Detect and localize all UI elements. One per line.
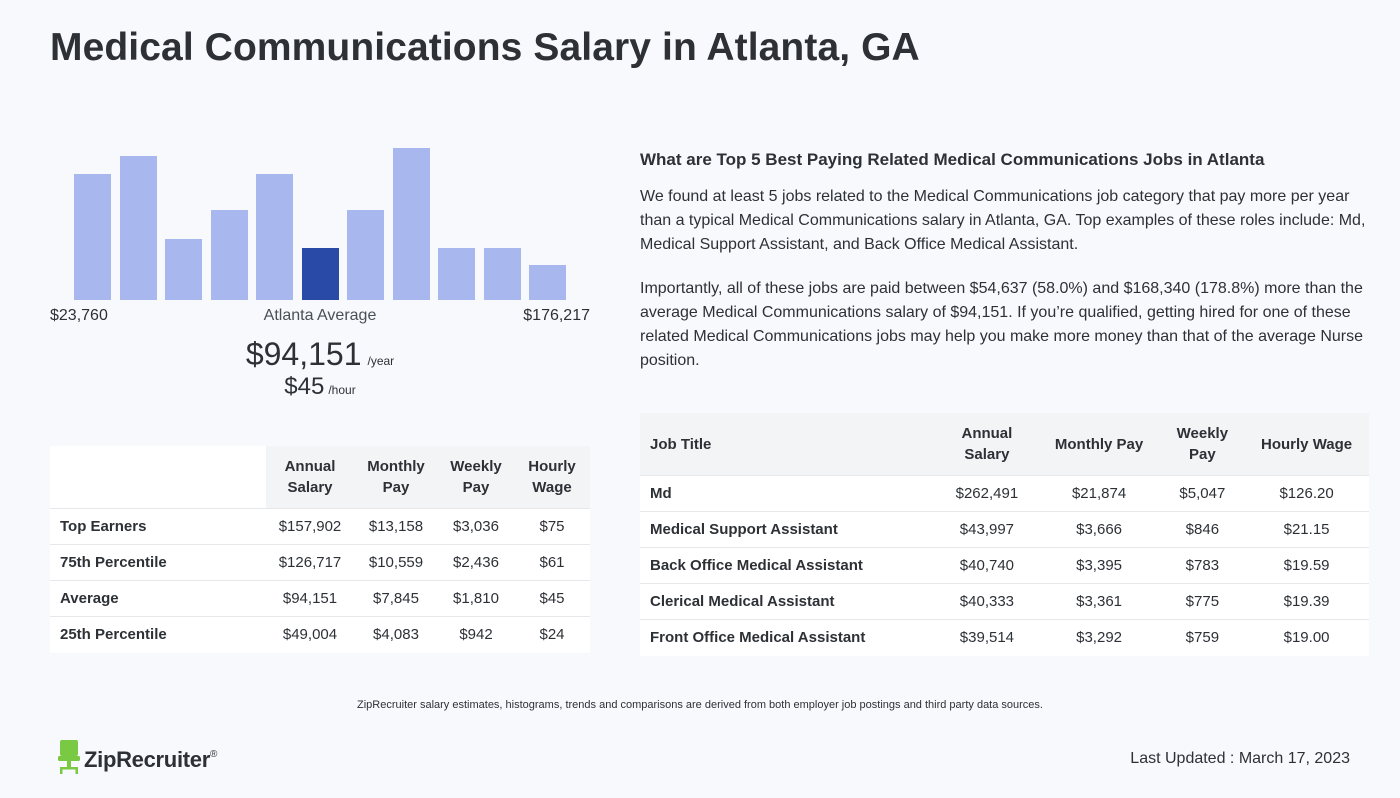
row-label: Top Earners <box>50 508 266 545</box>
table-row: Md $262,491 $21,874 $5,047 $126.20 <box>640 475 1369 512</box>
row-label: Average <box>50 580 266 617</box>
table-header-hourly: Hourly Wage <box>514 446 590 509</box>
table-header-blank <box>50 446 266 509</box>
histogram-bar <box>483 248 521 300</box>
monthly-cell: $3,361 <box>1037 583 1161 620</box>
table-row: Top Earners $157,902 $13,158 $3,036 $75 <box>50 508 590 545</box>
job-title-cell: Md <box>640 475 937 512</box>
table-header-weekly: Weekly Pay <box>438 446 514 509</box>
histogram-bar-average <box>301 248 339 300</box>
weekly-cell: $942 <box>438 616 514 653</box>
histogram-bar <box>119 156 157 300</box>
table-header-hourly: Hourly Wage <box>1244 413 1369 476</box>
annual-cell: $40,740 <box>936 547 1038 584</box>
job-title-cell: Back Office Medical Assistant <box>640 547 937 584</box>
histogram-bar <box>165 239 202 300</box>
average-yearly: $94,151/year <box>50 336 590 373</box>
histogram-bar <box>438 248 475 300</box>
annual-cell: $40,333 <box>936 583 1038 620</box>
monthly-cell: $3,395 <box>1037 547 1161 584</box>
histogram-max-label: $176,217 <box>523 307 590 324</box>
weekly-cell: $3,036 <box>438 508 514 545</box>
table-header-annual: Annual Salary <box>266 446 354 509</box>
table-header-job-title: Job Title <box>640 413 937 476</box>
annual-cell: $157,902 <box>266 508 354 545</box>
histogram-min-label: $23,760 <box>50 307 108 324</box>
average-yearly-value: $94,151 <box>245 336 362 372</box>
monthly-cell: $10,559 <box>354 544 438 581</box>
logo-text: ZipRecruiter <box>84 746 210 772</box>
annual-cell: $43,997 <box>936 511 1038 548</box>
table-header-monthly: Monthly Pay <box>1037 413 1161 476</box>
hourly-cell: $61 <box>514 544 590 581</box>
histogram-bar <box>347 210 384 300</box>
average-hourly: $45/hour <box>50 373 590 401</box>
histogram-bar <box>74 174 111 300</box>
histogram-bar <box>392 148 430 300</box>
monthly-cell: $4,083 <box>354 616 438 653</box>
ziprecruiter-logo[interactable]: ZipRecruiter ® <box>58 740 217 779</box>
table-row: 25th Percentile $49,004 $4,083 $942 $24 <box>50 616 590 653</box>
table-row: 75th Percentile $126,717 $10,559 $2,436 … <box>50 544 590 581</box>
annual-cell: $94,151 <box>266 580 354 617</box>
monthly-cell: $13,158 <box>354 508 438 545</box>
table-row: Average $94,151 $7,845 $1,810 $45 <box>50 580 590 617</box>
registered-mark: ® <box>209 749 218 760</box>
weekly-cell: $2,436 <box>438 544 514 581</box>
average-hourly-unit: /hour <box>328 383 356 397</box>
monthly-cell: $21,874 <box>1037 475 1161 512</box>
job-title-cell: Clerical Medical Assistant <box>640 583 937 620</box>
annual-cell: $49,004 <box>266 616 354 653</box>
weekly-cell: $1,810 <box>438 580 514 617</box>
table-row: Medical Support Assistant $43,997 $3,666… <box>640 511 1369 548</box>
histogram-average-label: Atlanta Average <box>263 307 377 324</box>
weekly-cell: $5,047 <box>1160 475 1245 512</box>
annual-cell: $39,514 <box>936 619 1038 656</box>
histogram-bar <box>529 265 566 300</box>
hourly-cell: $45 <box>514 580 590 617</box>
chair-icon <box>58 740 80 779</box>
table-row: Back Office Medical Assistant $40,740 $3… <box>640 547 1369 584</box>
table-row: Front Office Medical Assistant $39,514 $… <box>640 619 1369 656</box>
data-disclaimer: ZipRecruiter salary estimates, histogram… <box>357 699 1043 711</box>
table-header-row: Job Title Annual Salary Monthly Pay Week… <box>640 413 1369 476</box>
hourly-cell: $19.39 <box>1244 583 1369 620</box>
weekly-cell: $846 <box>1160 511 1245 548</box>
row-label: 75th Percentile <box>50 544 266 581</box>
row-label: 25th Percentile <box>50 616 266 653</box>
last-updated: Last Updated : March 17, 2023 <box>1130 750 1350 767</box>
histogram-bar <box>256 174 293 300</box>
table-header-weekly: Weekly Pay <box>1160 413 1245 476</box>
monthly-cell: $7,845 <box>354 580 438 617</box>
table-header-annual: Annual Salary <box>936 413 1038 476</box>
monthly-cell: $3,666 <box>1037 511 1161 548</box>
weekly-cell: $759 <box>1160 619 1245 656</box>
related-jobs-heading: What are Top 5 Best Paying Related Medic… <box>640 150 1265 169</box>
annual-cell: $126,717 <box>266 544 354 581</box>
related-jobs-table: Job Title Annual Salary Monthly Pay Week… <box>640 413 1369 656</box>
table-row: Clerical Medical Assistant $40,333 $3,36… <box>640 583 1369 620</box>
table-header-monthly: Monthly Pay <box>354 446 438 509</box>
percentile-table: Annual Salary Monthly Pay Weekly Pay Hou… <box>50 446 590 653</box>
related-jobs-paragraph-2: Importantly, all of these jobs are paid … <box>640 280 1364 369</box>
hourly-cell: $24 <box>514 616 590 653</box>
salary-histogram <box>50 140 590 300</box>
weekly-cell: $783 <box>1160 547 1245 584</box>
hourly-cell: $19.59 <box>1244 547 1369 584</box>
average-hourly-value: $45 <box>284 373 325 400</box>
job-title-cell: Medical Support Assistant <box>640 511 937 548</box>
monthly-cell: $3,292 <box>1037 619 1161 656</box>
hourly-cell: $21.15 <box>1244 511 1369 548</box>
hourly-cell: $75 <box>514 508 590 545</box>
histogram-bar <box>210 210 248 300</box>
table-header-row: Annual Salary Monthly Pay Weekly Pay Hou… <box>50 446 590 509</box>
annual-cell: $262,491 <box>936 475 1038 512</box>
related-jobs-paragraph-1: We found at least 5 jobs related to the … <box>640 188 1366 253</box>
average-yearly-unit: /year <box>367 354 395 368</box>
hourly-cell: $19.00 <box>1244 619 1369 656</box>
page-title: Medical Communications Salary in Atlanta… <box>50 26 920 69</box>
weekly-cell: $775 <box>1160 583 1245 620</box>
job-title-cell: Front Office Medical Assistant <box>640 619 937 656</box>
hourly-cell: $126.20 <box>1244 475 1369 512</box>
